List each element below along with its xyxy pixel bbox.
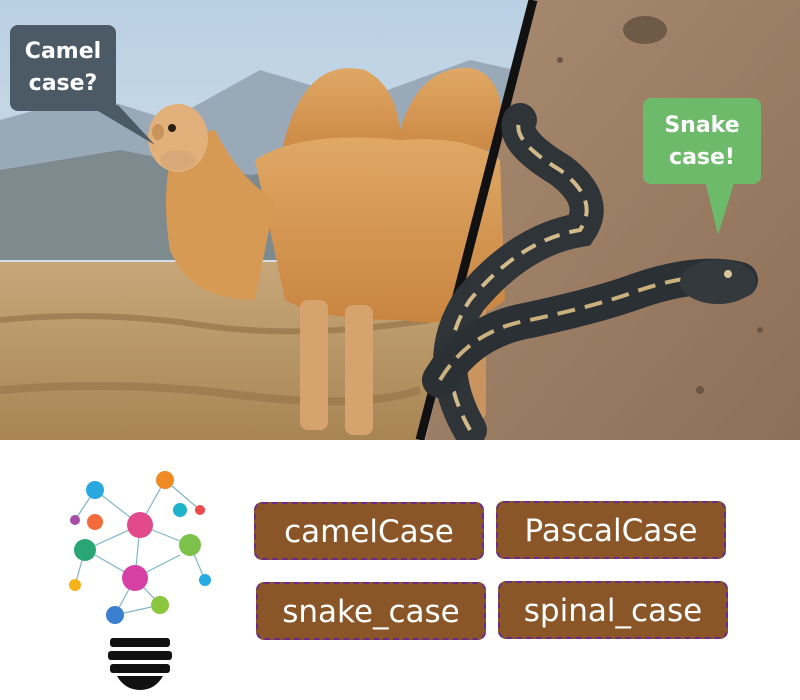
camel bbox=[148, 67, 505, 435]
home-icon bbox=[156, 471, 174, 489]
globe-icon bbox=[74, 539, 96, 561]
snake-bubble-line1: Snake bbox=[664, 113, 739, 138]
snake-case-label: snake_case bbox=[256, 582, 486, 640]
document-icon bbox=[106, 606, 124, 624]
spinal-case-label: spinal_case bbox=[498, 581, 728, 639]
pascal-case-label: PascalCase bbox=[496, 501, 726, 559]
chart-icon bbox=[151, 596, 169, 614]
chat-icon bbox=[86, 481, 104, 499]
bulb-base bbox=[108, 638, 172, 690]
mail-icon bbox=[195, 505, 205, 515]
camel-bubble-shape bbox=[10, 25, 116, 111]
snake-bubble-tail bbox=[705, 180, 735, 235]
gear-icon bbox=[173, 503, 187, 517]
people-icon bbox=[179, 534, 201, 556]
camel-bubble-line2: case? bbox=[29, 71, 98, 96]
network-nodes bbox=[69, 471, 211, 624]
cloud-icon bbox=[199, 574, 211, 586]
snake bbox=[422, 103, 758, 440]
lightbulb-network-icon bbox=[69, 471, 211, 690]
snake-speech-bubble: Snake case! bbox=[643, 98, 761, 235]
user-icon bbox=[70, 515, 80, 525]
desktop-icon bbox=[127, 512, 153, 538]
camel-bubble-line1: Camel bbox=[25, 39, 101, 64]
camel-speech-bubble: Camel case? bbox=[10, 25, 155, 145]
laptop-icon bbox=[122, 565, 148, 591]
camel-snake-photo: Camel case? Snake case! bbox=[0, 0, 800, 440]
camel-case-label: camelCase bbox=[254, 502, 484, 560]
phone-icon bbox=[87, 514, 103, 530]
star-icon bbox=[69, 579, 81, 591]
camel-bubble-tail bbox=[88, 105, 155, 145]
snake-bubble-line2: case! bbox=[669, 145, 735, 170]
snake-bubble-shape bbox=[643, 98, 761, 184]
